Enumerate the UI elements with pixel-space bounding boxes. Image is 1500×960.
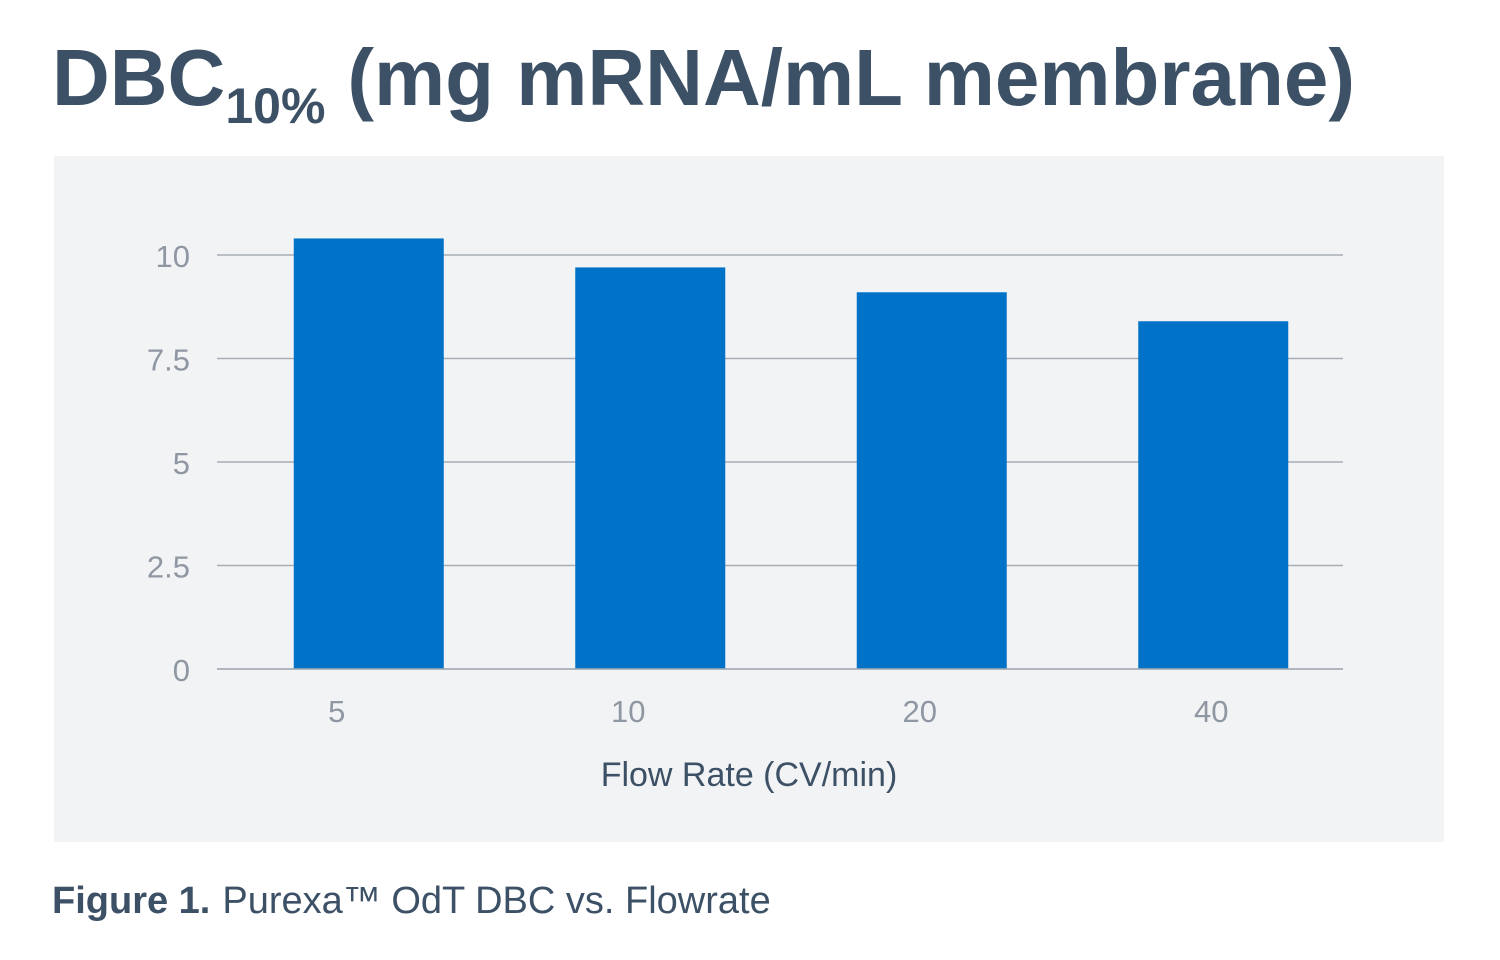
bar-5 — [293, 238, 444, 669]
x-tick-labels: 5 10 20 40 — [328, 694, 1228, 729]
x-tick-label: 5 — [328, 694, 345, 729]
figure-caption: Figure 1. Purexa™ OdT DBC vs. Flowrate — [52, 880, 771, 923]
title-subscript: 10% — [225, 78, 326, 134]
x-tick-label: 40 — [1194, 694, 1228, 729]
bar-40 — [1138, 321, 1289, 669]
y-tick-label: 0 — [173, 653, 190, 688]
y-tick-label: 7.5 — [147, 343, 190, 378]
y-tick-labels: 0 2.5 5 7.5 10 — [147, 239, 190, 688]
y-tick-label: 5 — [173, 446, 190, 481]
title-main: DBC — [52, 33, 226, 122]
bar-10 — [575, 267, 726, 669]
bars — [217, 238, 1343, 670]
chart-title: DBC10% (mg mRNA/mL membrane) — [52, 33, 1355, 132]
x-tick-label: 10 — [611, 694, 645, 729]
x-tick-label: 20 — [903, 694, 937, 729]
x-axis-label: Flow Rate (CV/min) — [601, 756, 898, 794]
caption-text: Purexa™ OdT DBC vs. Flowrate — [222, 880, 771, 922]
y-tick-label: 10 — [156, 239, 190, 274]
y-tick-label: 2.5 — [147, 550, 190, 585]
bar-20 — [856, 292, 1007, 669]
bar-chart: 0 2.5 5 7.5 10 5 10 20 40 Flow Rate (CV/min) — [147, 238, 1343, 794]
title-units: (mg mRNA/mL membrane) — [347, 33, 1355, 122]
caption-label: Figure 1. — [52, 880, 211, 922]
chart-panel: 0 2.5 5 7.5 10 5 10 20 40 Flow Rate (CV/min) — [54, 156, 1444, 842]
